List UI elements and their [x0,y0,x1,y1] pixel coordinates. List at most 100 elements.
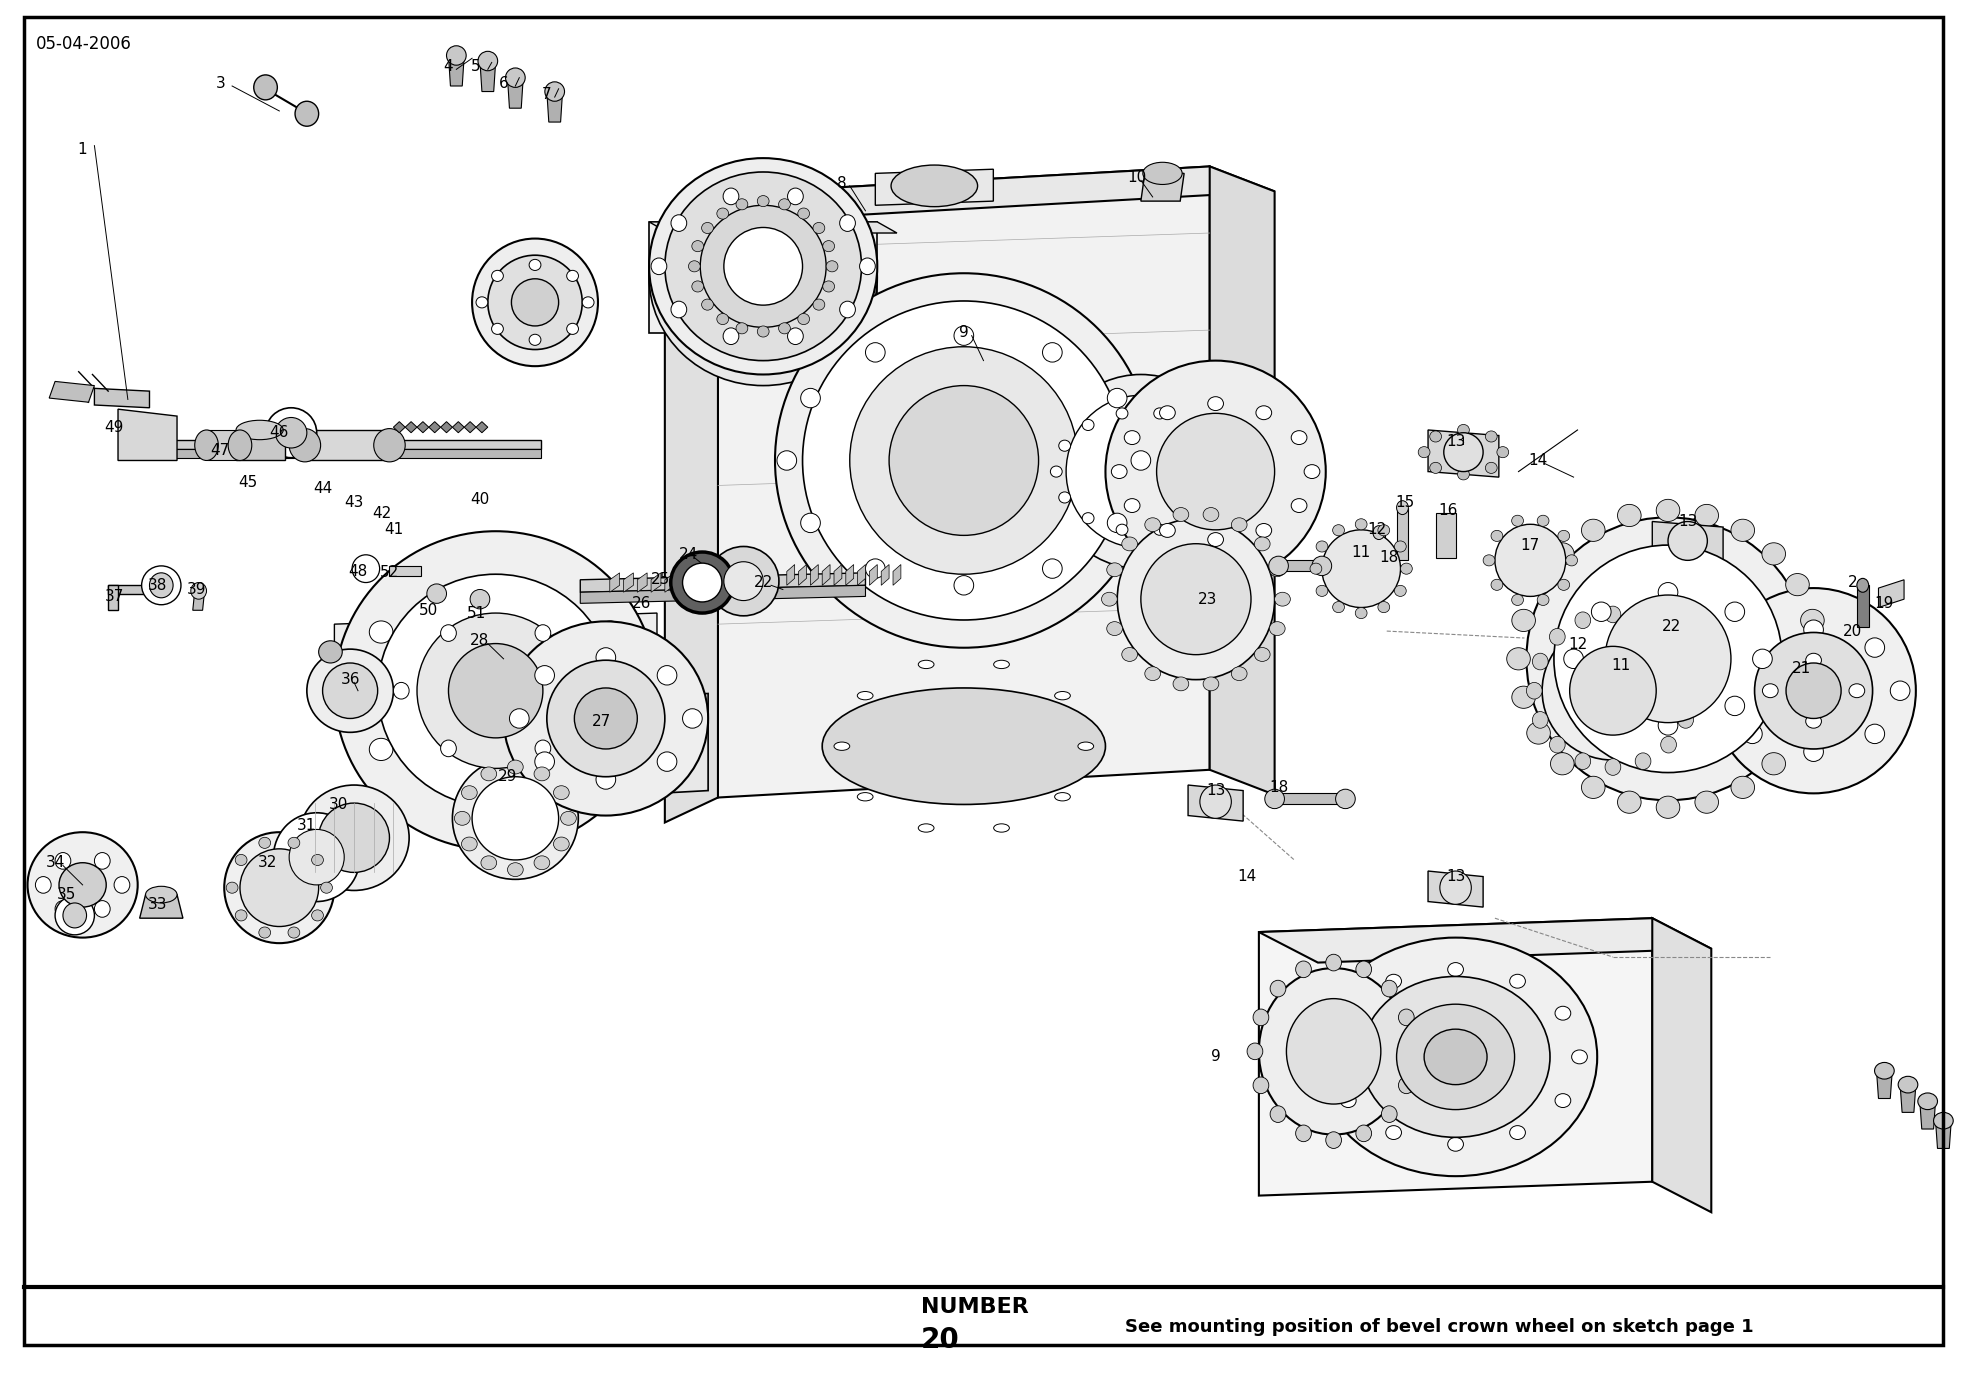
Ellipse shape [1678,653,1694,670]
Text: 20: 20 [921,1326,960,1354]
Ellipse shape [1220,466,1231,477]
Ellipse shape [370,621,393,644]
Ellipse shape [1304,465,1320,479]
Ellipse shape [529,259,541,270]
Text: 45: 45 [238,476,258,490]
Ellipse shape [1255,648,1271,662]
Ellipse shape [834,742,850,750]
Ellipse shape [507,760,523,774]
Text: 18: 18 [1379,551,1399,565]
Ellipse shape [1418,447,1430,458]
Ellipse shape [812,222,824,233]
Ellipse shape [1513,687,1536,709]
Polygon shape [580,585,865,603]
Text: 43: 43 [344,495,364,509]
Polygon shape [448,55,464,86]
Ellipse shape [1755,632,1873,749]
Ellipse shape [1231,517,1247,531]
Text: See mounting position of bevel crown wheel on sketch page 1: See mounting position of bevel crown whe… [1125,1318,1755,1336]
Ellipse shape [289,429,321,462]
Ellipse shape [954,576,974,595]
Ellipse shape [1286,999,1381,1104]
Ellipse shape [1495,524,1566,596]
Ellipse shape [480,856,496,870]
Ellipse shape [1762,684,1778,698]
Ellipse shape [1458,424,1469,436]
Ellipse shape [1208,533,1223,546]
Polygon shape [720,573,730,592]
Ellipse shape [427,584,447,603]
Ellipse shape [1326,1132,1341,1148]
Ellipse shape [504,621,708,816]
Ellipse shape [1155,524,1166,535]
Ellipse shape [657,666,677,685]
Polygon shape [875,169,993,205]
Text: 27: 27 [592,714,612,728]
Ellipse shape [1381,981,1397,997]
Ellipse shape [860,258,875,275]
Ellipse shape [598,621,622,644]
Ellipse shape [1247,1043,1263,1060]
Text: 17: 17 [1520,538,1540,552]
Text: 05-04-2006: 05-04-2006 [35,35,132,53]
Ellipse shape [492,270,504,282]
Ellipse shape [94,853,110,870]
Ellipse shape [55,853,71,870]
Ellipse shape [535,741,551,757]
Ellipse shape [1605,606,1621,623]
Polygon shape [547,92,563,122]
Ellipse shape [378,574,614,807]
Ellipse shape [1269,556,1288,576]
Polygon shape [649,222,897,233]
Text: 10: 10 [1127,171,1147,184]
Ellipse shape [319,803,389,872]
Ellipse shape [1605,595,1731,723]
Ellipse shape [1572,1050,1587,1064]
Ellipse shape [260,838,271,849]
Polygon shape [1210,166,1275,795]
Polygon shape [441,422,452,433]
Ellipse shape [1231,667,1247,681]
Text: 32: 32 [258,856,277,870]
Ellipse shape [1806,714,1821,728]
Polygon shape [1259,918,1652,1196]
Ellipse shape [191,583,207,599]
Ellipse shape [1554,545,1782,773]
Ellipse shape [1511,1126,1524,1140]
Ellipse shape [1361,976,1550,1137]
Ellipse shape [299,785,409,890]
Ellipse shape [1058,492,1070,503]
Ellipse shape [287,838,299,849]
Ellipse shape [919,824,934,832]
Ellipse shape [582,297,594,308]
Ellipse shape [527,585,551,608]
Text: 24: 24 [679,548,698,562]
Ellipse shape [1397,1004,1515,1110]
Text: 8: 8 [838,176,846,190]
Polygon shape [49,381,94,402]
Ellipse shape [352,555,380,583]
Ellipse shape [1043,343,1062,362]
Polygon shape [389,566,421,576]
Text: 28: 28 [470,634,490,648]
Ellipse shape [1717,681,1737,700]
Ellipse shape [1355,1125,1371,1142]
Polygon shape [718,166,1275,219]
Ellipse shape [1157,413,1275,530]
Ellipse shape [724,327,740,344]
Ellipse shape [1684,682,1699,699]
Ellipse shape [724,562,763,601]
Ellipse shape [1536,515,1548,526]
Polygon shape [651,573,661,592]
Ellipse shape [273,813,360,902]
Ellipse shape [858,692,873,700]
Ellipse shape [1507,648,1530,670]
Polygon shape [1428,871,1483,907]
Ellipse shape [370,738,393,760]
Ellipse shape [850,347,1078,574]
Polygon shape [334,613,657,691]
Ellipse shape [1542,621,1684,760]
Ellipse shape [527,774,551,796]
Ellipse shape [671,301,686,318]
Polygon shape [810,565,818,585]
